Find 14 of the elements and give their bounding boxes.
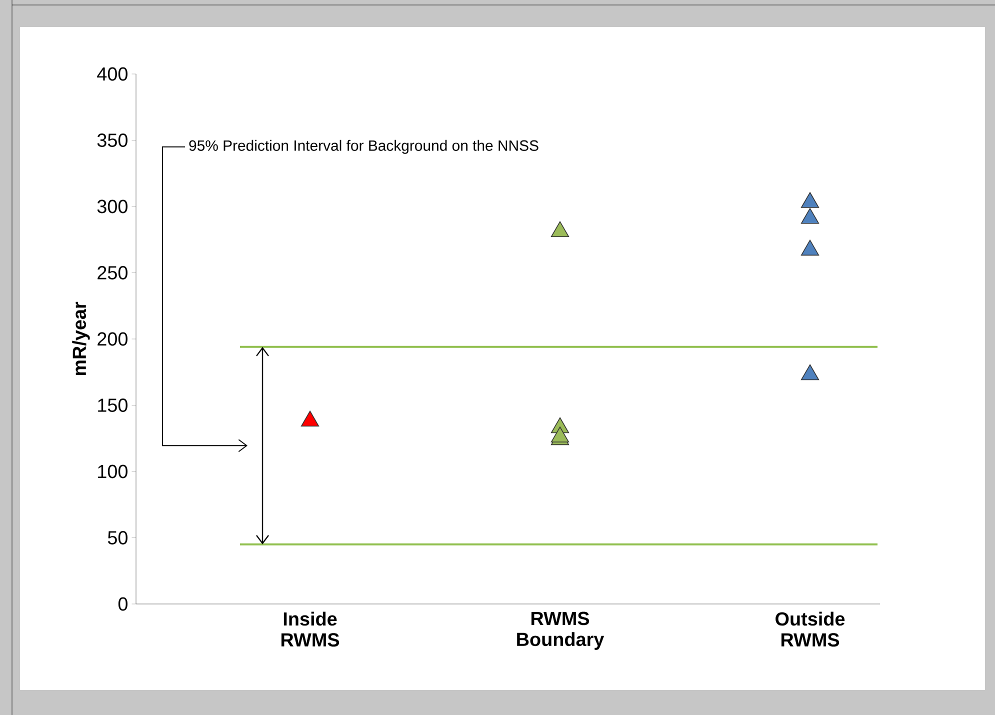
- y-tick-label: 250: [98, 266, 128, 280]
- annotation: 95% Prediction Interval for Background on the NNSS: [189, 140, 538, 154]
- y-tick-label: 400: [97, 67, 128, 81]
- y-tick-label: 0: [118, 597, 128, 611]
- x-tick-label: RWMS Boundary: [517, 612, 604, 650]
- y-tick-label: 100: [98, 464, 128, 478]
- y-axis-title: mR/year: [72, 302, 90, 376]
- y-tick-label: 50: [108, 531, 128, 544]
- y-tick-label: 150: [98, 398, 128, 412]
- y-tick-label: 200: [98, 332, 128, 346]
- y-tick-label: 350: [97, 134, 128, 147]
- x-tick-label: Inside RWMS: [281, 612, 340, 647]
- y-tick-label: 300: [97, 200, 128, 214]
- x-tick-label: Outside RWMS: [776, 612, 845, 647]
